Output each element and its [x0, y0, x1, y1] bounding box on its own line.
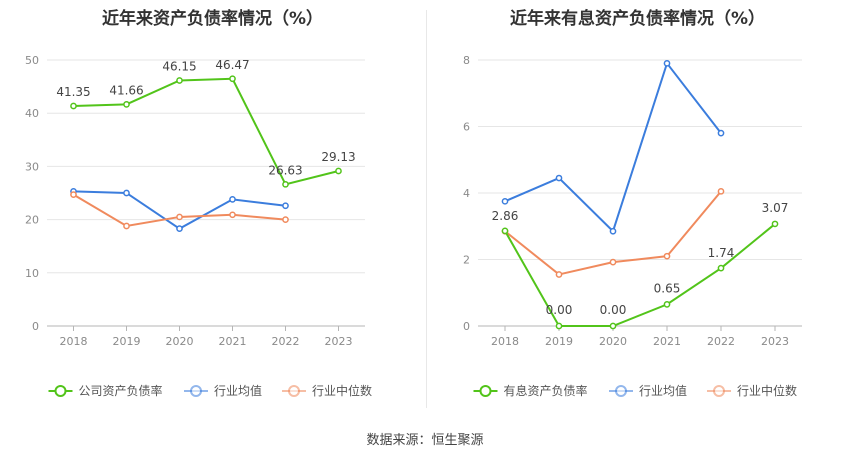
y-tick-label: 10: [25, 267, 39, 280]
y-tick-label: 40: [25, 107, 39, 120]
legend-label: 公司资产负债率: [79, 383, 163, 398]
x-tick-label: 2023: [761, 335, 789, 348]
data-label: 0.00: [600, 303, 627, 317]
legend-item: 行业均值: [184, 383, 262, 398]
series-line: [73, 77, 339, 186]
data-point: [282, 180, 289, 188]
data-point: [176, 77, 183, 84]
chart-panel-debt-ratio: 近年来资产负债率情况（%） 0 10 20 30 40 50 2018 2019 2020 202…: [0, 0, 425, 415]
x-tick-label: 2018: [491, 335, 519, 348]
y-tick-label: 4: [463, 187, 470, 200]
data-point: [609, 322, 617, 330]
panel-divider: [426, 10, 427, 408]
data-point: [717, 264, 725, 272]
y-tick-label: 6: [463, 121, 470, 134]
x-tick-label: 2021: [653, 335, 681, 348]
legend-item: 公司资产负债率: [48, 383, 163, 398]
legend-marker-icon: [713, 385, 725, 397]
legend-label: 行业均值: [214, 383, 262, 398]
data-point: [555, 174, 563, 182]
data-point: [555, 322, 563, 330]
x-tick-label: 2021: [219, 335, 247, 348]
data-point: [70, 102, 77, 110]
data-point: [663, 59, 671, 67]
data-point: [335, 167, 342, 175]
x-tick-label: 2022: [707, 335, 735, 348]
y-tick-label: 8: [463, 54, 470, 67]
data-point: [123, 189, 130, 197]
data-source-footer: 数据来源：恒生聚源: [366, 433, 484, 448]
data-label: 26.63: [268, 163, 302, 177]
x-tick-label: 2020: [599, 335, 627, 348]
legend-label: 有息资产负债率: [504, 383, 588, 398]
data-point: [555, 271, 563, 278]
data-label: 2.86: [492, 209, 519, 223]
x-tick-label: 2020: [166, 335, 194, 348]
data-point: [123, 101, 130, 108]
chart-title: 近年来有息资产负债率情况（%）: [509, 9, 766, 29]
data-point: [663, 252, 671, 260]
data-point: [501, 227, 509, 235]
series-line: [72, 193, 286, 228]
data-point: [123, 222, 130, 230]
data-label: 29.13: [321, 150, 355, 164]
data-point: [771, 220, 779, 228]
series-line: [504, 223, 776, 327]
legend-label: 行业均值: [639, 383, 687, 398]
chart-title: 近年来资产负债率情况（%）: [101, 9, 324, 29]
data-point: [229, 211, 236, 219]
data-label: 41.35: [56, 85, 90, 99]
chart-panel-interest-debt-ratio: 近年来有息资产负债率情况（%） 0 2 4 6 8 2018 2019 2020 2021 202…: [425, 0, 850, 415]
x-tick-label: 2019: [113, 335, 141, 348]
data-point: [501, 197, 509, 205]
y-tick-label: 30: [25, 160, 39, 173]
legend-item: 行业均值: [609, 383, 687, 398]
legend-label: 行业中位数: [312, 383, 372, 398]
legend-item: 行业中位数: [707, 383, 797, 398]
data-point: [609, 227, 617, 235]
data-point: [229, 75, 236, 83]
data-point: [229, 196, 236, 203]
legend-item: 行业中位数: [282, 383, 372, 398]
data-label: 1.74: [708, 246, 735, 260]
data-label: 46.47: [215, 58, 249, 72]
data-point: [663, 301, 671, 308]
data-label: 46.15: [162, 59, 196, 73]
data-point: [282, 216, 289, 223]
y-tick-label: 50: [25, 54, 39, 67]
y-tick-label: 20: [25, 214, 39, 227]
legend-marker-icon: [190, 385, 202, 397]
x-tick-label: 2023: [325, 335, 353, 348]
y-tick-label: 0: [32, 320, 39, 333]
series-line: [504, 61, 722, 234]
legend-marker-icon: [615, 385, 627, 397]
debt-ratio-chart: 0 10 20 30 40 50 2018 2019 2020 2021 2022 2023 41.35…: [25, 54, 372, 398]
y-tick-label: 2: [463, 254, 470, 267]
series-line: [73, 190, 286, 230]
x-tick-label: 2019: [545, 335, 573, 348]
data-point: [176, 225, 183, 232]
interest-debt-ratio-chart: 0 2 4 6 8 2018 2019 2020 2021 2022 2023 2.86 0.00 0.0…: [463, 54, 802, 398]
data-point: [176, 213, 183, 221]
data-point: [70, 191, 77, 198]
data-point: [717, 187, 725, 195]
legend-marker-icon: [479, 385, 492, 397]
data-label: 3.07: [762, 201, 789, 215]
legend-label: 行业中位数: [737, 383, 797, 398]
data-label: 0.65: [654, 281, 681, 295]
legend-marker-icon: [288, 385, 300, 397]
data-point: [282, 202, 289, 210]
y-tick-label: 0: [463, 320, 470, 333]
data-point: [609, 258, 617, 266]
x-tick-label: 2022: [272, 335, 300, 348]
x-tick-label: 2018: [60, 335, 88, 348]
data-label: 41.66: [109, 83, 143, 97]
legend-item: 有息资产负债率: [473, 383, 588, 398]
data-point: [717, 129, 725, 137]
legend-marker-icon: [54, 385, 67, 397]
data-label: 0.00: [546, 303, 573, 317]
